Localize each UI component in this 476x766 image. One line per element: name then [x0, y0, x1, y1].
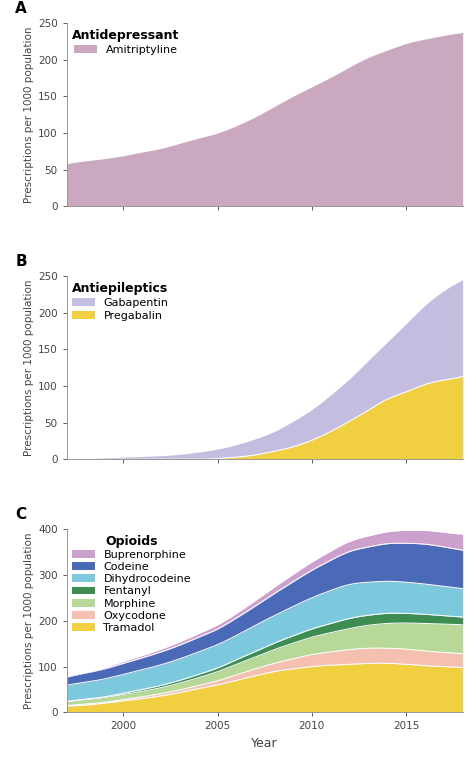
Legend: Buprenorphine, Codeine, Dihydrocodeine, Fentanyl, Morphine, Oxycodone, Tramadol: Buprenorphine, Codeine, Dihydrocodeine, … — [72, 535, 191, 633]
Text: B: B — [15, 254, 27, 269]
Y-axis label: Prescriptions per 1000 population: Prescriptions per 1000 population — [24, 280, 34, 456]
Y-axis label: Prescriptions per 1000 population: Prescriptions per 1000 population — [24, 532, 34, 709]
Legend: Gabapentin, Pregabalin: Gabapentin, Pregabalin — [72, 282, 168, 321]
Text: C: C — [15, 506, 26, 522]
Text: A: A — [15, 1, 27, 15]
Legend: Amitriptyline: Amitriptyline — [72, 28, 179, 55]
X-axis label: Year: Year — [251, 737, 278, 750]
Y-axis label: Prescriptions per 1000 population: Prescriptions per 1000 population — [24, 26, 34, 203]
